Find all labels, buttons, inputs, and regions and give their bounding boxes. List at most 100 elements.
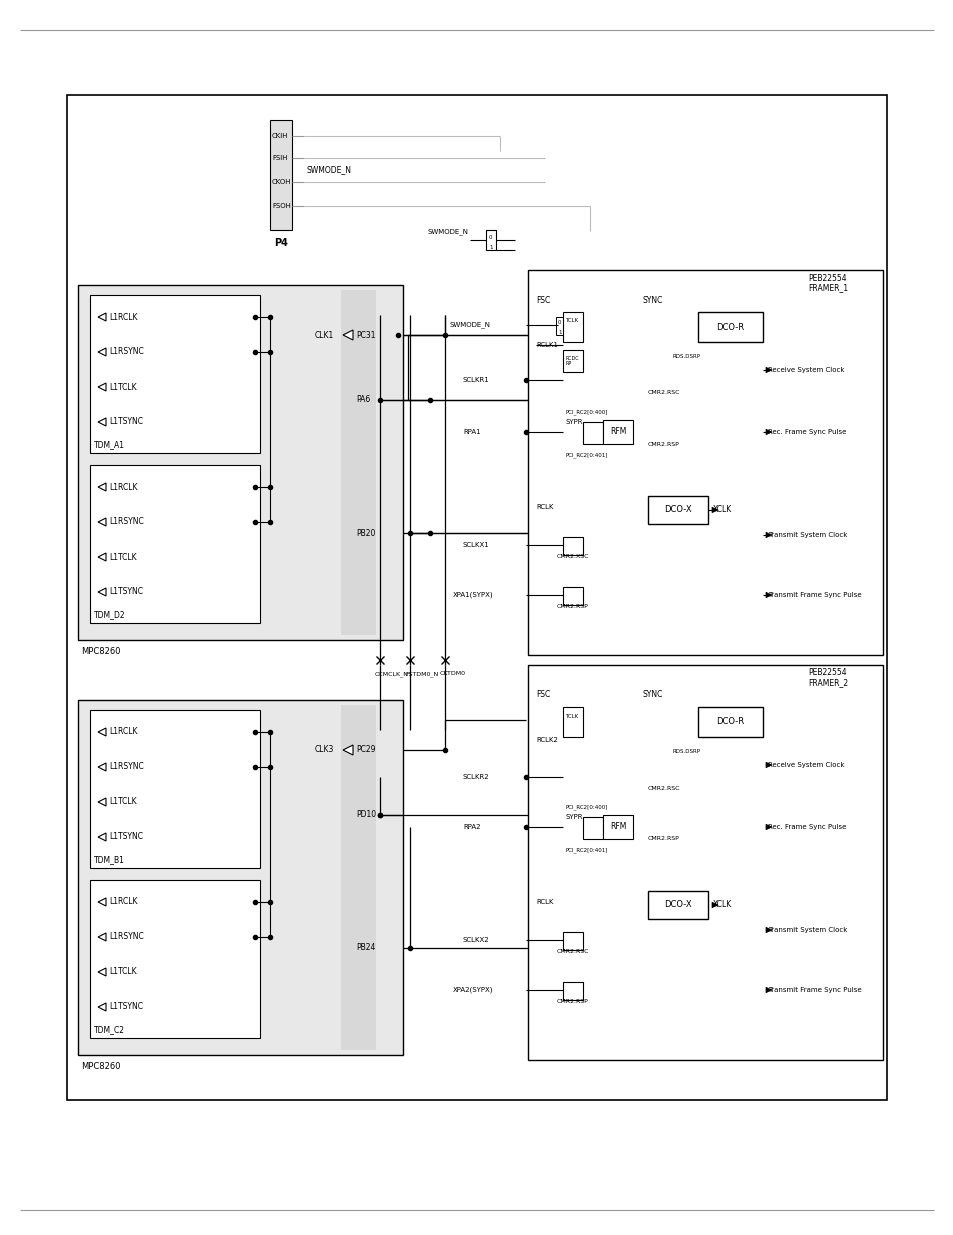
Text: DCO-X: DCO-X [663, 505, 691, 515]
Text: PEB22554: PEB22554 [807, 668, 845, 678]
Text: Transmit Frame Sync Pulse: Transmit Frame Sync Pulse [767, 592, 861, 598]
Text: L1TCLK: L1TCLK [109, 967, 136, 977]
Text: XCLK: XCLK [712, 900, 732, 909]
Text: SCLKR2: SCLKR2 [462, 774, 489, 781]
Bar [647, 496, 707, 524]
Bar [527, 664, 882, 1060]
Bar [90, 466, 260, 622]
Text: XCLK: XCLK [712, 505, 732, 515]
Text: L1RCLK: L1RCLK [109, 312, 137, 321]
Text: PCI_RC2[0:401]: PCI_RC2[0:401] [565, 452, 608, 458]
Bar [562, 312, 582, 342]
Text: SCLKX1: SCLKX1 [462, 542, 489, 548]
Text: TCLK: TCLK [564, 715, 578, 720]
Text: L1TSYNC: L1TSYNC [109, 588, 143, 597]
Text: L1RCLK: L1RCLK [109, 483, 137, 492]
Text: L1TSYNC: L1TSYNC [109, 832, 143, 841]
Text: L1RCLK: L1RCLK [109, 727, 137, 736]
Polygon shape [98, 1003, 106, 1011]
Text: L1TCLK: L1TCLK [109, 798, 136, 806]
Text: RCLK: RCLK [536, 504, 553, 510]
Text: CMR2.RSC: CMR2.RSC [647, 787, 679, 792]
Text: PCI_RC2[0:400]: PCI_RC2[0:400] [565, 804, 608, 810]
Text: SYPR: SYPR [565, 814, 583, 820]
Text: L1RCLK: L1RCLK [109, 898, 137, 906]
Text: RCLK2: RCLK2 [536, 737, 558, 743]
Text: Rec. Frame Sync Pulse: Rec. Frame Sync Pulse [767, 824, 845, 830]
Bar [582, 422, 602, 445]
Polygon shape [765, 367, 771, 373]
Text: CCMCLK_N: CCMCLK_N [375, 671, 409, 677]
Bar [602, 815, 633, 839]
Text: RDS.DSRP: RDS.DSRP [672, 750, 700, 755]
Text: CLK1: CLK1 [314, 331, 334, 340]
Text: CMR2.XSC: CMR2.XSC [557, 555, 589, 559]
Text: FSC: FSC [536, 690, 550, 699]
Text: PD10: PD10 [355, 810, 375, 820]
Text: CMR2.RSP: CMR2.RSP [557, 999, 588, 1004]
Text: RCLK: RCLK [536, 899, 553, 905]
Text: FSIH: FSIH [272, 156, 287, 161]
Polygon shape [98, 553, 106, 561]
Polygon shape [765, 824, 771, 830]
Polygon shape [98, 727, 106, 736]
Text: PC31: PC31 [355, 331, 375, 340]
Polygon shape [98, 968, 106, 976]
Text: DCO-R: DCO-R [716, 718, 743, 726]
Polygon shape [343, 330, 353, 340]
Bar [270, 120, 292, 230]
Text: FSTDM0_N: FSTDM0_N [405, 671, 437, 677]
Text: FRAMER_2: FRAMER_2 [807, 678, 847, 688]
Text: XPA2(SYPX): XPA2(SYPX) [453, 987, 493, 993]
Text: PB24: PB24 [355, 944, 375, 952]
Bar [582, 818, 602, 839]
Text: SWMODE_N: SWMODE_N [450, 321, 491, 329]
Text: CMR2.RSP: CMR2.RSP [557, 604, 588, 610]
Text: RFM: RFM [609, 427, 625, 436]
Bar [78, 285, 402, 640]
Text: RPA2: RPA2 [462, 824, 480, 830]
Text: SYPR: SYPR [565, 419, 583, 425]
Text: PA6: PA6 [355, 395, 370, 405]
Text: RCDC
RP: RCDC RP [565, 356, 579, 367]
Text: L1RSYNC: L1RSYNC [109, 347, 144, 357]
Text: CMR2.RSP: CMR2.RSP [647, 836, 679, 841]
Bar [556, 317, 564, 335]
Text: XPA1(SYPX): XPA1(SYPX) [453, 592, 493, 598]
Text: SCLKR1: SCLKR1 [462, 377, 489, 383]
Text: TDM_C2: TDM_C2 [94, 1025, 125, 1035]
Polygon shape [98, 588, 106, 597]
Text: CLK3: CLK3 [314, 746, 334, 755]
Text: L1RSYNC: L1RSYNC [109, 517, 144, 526]
Bar [527, 270, 882, 655]
Text: SYNC: SYNC [642, 690, 662, 699]
Bar [647, 890, 707, 919]
Text: L1TSYNC: L1TSYNC [109, 1003, 143, 1011]
Text: PCI_RC2[0:401]: PCI_RC2[0:401] [565, 847, 608, 853]
Bar [78, 700, 402, 1055]
Text: RDS.DSRP: RDS.DSRP [672, 354, 700, 359]
Text: RCLK1: RCLK1 [536, 342, 558, 348]
Text: PCI_RC2[0:400]: PCI_RC2[0:400] [565, 409, 608, 415]
Text: TDM_B1: TDM_B1 [94, 856, 125, 864]
Polygon shape [98, 763, 106, 771]
Bar [562, 350, 582, 372]
Polygon shape [98, 832, 106, 841]
Text: DCO-R: DCO-R [716, 322, 743, 331]
Text: TCLK: TCLK [564, 317, 578, 322]
Text: SYNC: SYNC [642, 295, 662, 305]
Bar [562, 932, 582, 950]
Text: 1: 1 [489, 245, 492, 249]
Text: PB20: PB20 [355, 529, 375, 537]
Bar [340, 290, 375, 635]
Text: Transmit Frame Sync Pulse: Transmit Frame Sync Pulse [767, 987, 861, 993]
Polygon shape [765, 593, 771, 598]
Polygon shape [98, 798, 106, 806]
Text: L1RSYNC: L1RSYNC [109, 932, 144, 941]
Polygon shape [98, 417, 106, 426]
Bar [602, 420, 633, 445]
Bar [67, 95, 886, 1100]
Text: L1TCLK: L1TCLK [109, 552, 136, 562]
Text: TDM_D2: TDM_D2 [94, 610, 126, 620]
Text: MPC8260: MPC8260 [81, 1062, 120, 1072]
